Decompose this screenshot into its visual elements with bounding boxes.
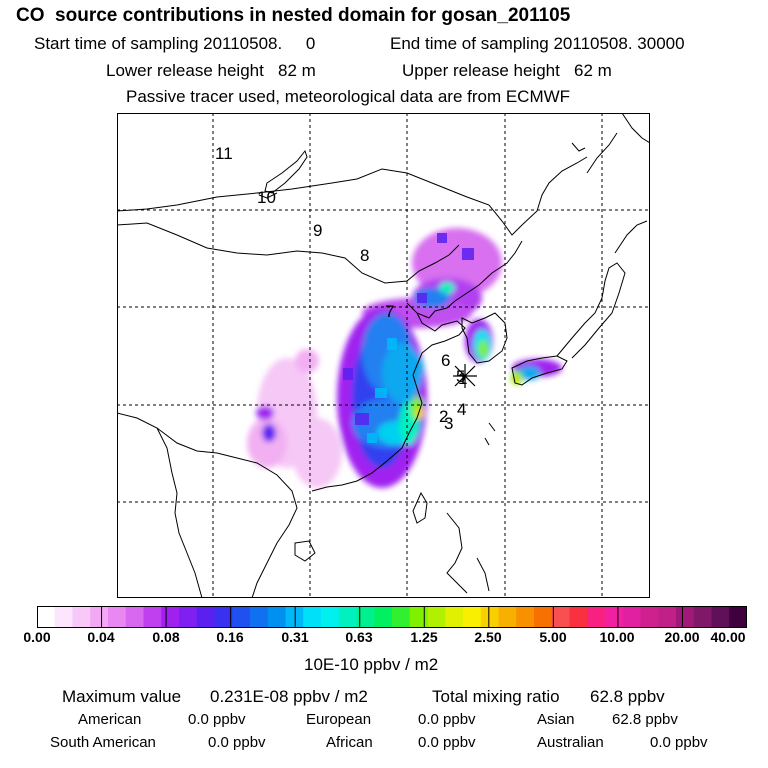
colorbar-tick-label: 5.00 bbox=[539, 629, 567, 645]
colorbar-cell bbox=[605, 606, 624, 628]
colorbar-tick-label: 0.16 bbox=[216, 629, 244, 645]
trajectory-label: 5 bbox=[456, 367, 465, 386]
start-time-label: Start time of sampling 20110508. 0 bbox=[34, 34, 316, 53]
colorbar-cell bbox=[285, 606, 304, 628]
colorbar-cell bbox=[161, 606, 180, 628]
colorbar-cell bbox=[640, 606, 659, 628]
colorbar-cell bbox=[303, 606, 322, 628]
colorbar-tick-label: 20.00 bbox=[664, 629, 700, 645]
colorbar-cell bbox=[569, 606, 588, 628]
region-value-european: 0.0 ppbv bbox=[418, 711, 476, 728]
region-value-asian: 62.8 ppbv bbox=[612, 711, 678, 728]
map-title: CO source contributions in nested domain… bbox=[16, 5, 571, 26]
end-time-label: End time of sampling 20110508. 30000 bbox=[390, 34, 685, 53]
colorbar-tick-label: 2.50 bbox=[474, 629, 502, 645]
max-value-label: Maximum value bbox=[62, 687, 182, 706]
colorbar-cell bbox=[356, 606, 375, 628]
colorbar-cell bbox=[72, 606, 91, 628]
region-name-african: African bbox=[326, 734, 373, 751]
colorbar-tick-label: 0.31 bbox=[281, 629, 309, 645]
colorbar-cell bbox=[693, 606, 712, 628]
region-name-australian: Australian bbox=[537, 734, 604, 751]
colorbar-cell bbox=[516, 606, 535, 628]
colorbar-cell bbox=[143, 606, 162, 628]
trajectory-label: 4 bbox=[457, 400, 466, 419]
colorbar-cell bbox=[214, 606, 233, 628]
colorbar-cell bbox=[374, 606, 393, 628]
region-name-american: American bbox=[78, 711, 142, 728]
colorbar-tick-label: 0.04 bbox=[87, 629, 115, 645]
region-name-asian: Asian bbox=[537, 711, 575, 728]
region-value-australian: 0.0 ppbv bbox=[650, 734, 708, 751]
colorbar-cell bbox=[427, 606, 446, 628]
colorbar-tick-label: 0.00 bbox=[23, 629, 51, 645]
concentration-field bbox=[247, 228, 562, 488]
colorbar-cell bbox=[534, 606, 553, 628]
colorbar-cell bbox=[179, 606, 198, 628]
upper-release-height-label: Upper release height 62 m bbox=[402, 61, 612, 80]
colorbar-cell bbox=[108, 606, 127, 628]
colorbar-unit-label: 10E-10 ppbv / m2 bbox=[304, 655, 439, 674]
colorbar-cell bbox=[338, 606, 357, 628]
colorbar-cell bbox=[196, 606, 215, 628]
trajectory-label: 2 bbox=[439, 407, 448, 426]
colorbar-cell bbox=[125, 606, 144, 628]
tracer-note: Passive tracer used, meteorological data… bbox=[126, 87, 571, 106]
colorbar-tick-label: 0.63 bbox=[345, 629, 373, 645]
region-name-south-american: South American bbox=[50, 734, 156, 751]
colorbar-cell bbox=[321, 606, 340, 628]
trajectory-label: 10 bbox=[257, 188, 276, 207]
colorbar-cell bbox=[587, 606, 606, 628]
colorbar-cell bbox=[54, 606, 73, 628]
colorbar-tick-label: 40.00 bbox=[710, 629, 746, 645]
colorbar-cell bbox=[498, 606, 517, 628]
lower-release-height-label: Lower release height 82 m bbox=[106, 61, 316, 80]
trajectory-label: 6 bbox=[441, 351, 450, 370]
total-mixing-ratio-value: 62.8 ppbv bbox=[590, 687, 665, 706]
colorbar-cell bbox=[551, 606, 570, 628]
colorbar-cell bbox=[232, 606, 251, 628]
colorbar-cell bbox=[250, 606, 269, 628]
trajectory-label: 8 bbox=[360, 246, 369, 265]
colorbar-cell bbox=[480, 606, 499, 628]
colorbar-tick-label: 0.08 bbox=[152, 629, 180, 645]
colorbar-cell bbox=[676, 606, 695, 628]
trajectory-label: 1 bbox=[458, 369, 467, 388]
max-value: 0.231E-08 ppbv / m2 bbox=[210, 687, 368, 706]
colorbar-cell bbox=[711, 606, 730, 628]
colorbar-tick-label: 1.25 bbox=[410, 629, 438, 645]
trajectory-label: 9 bbox=[313, 221, 322, 240]
total-mixing-ratio-label: Total mixing ratio bbox=[432, 687, 560, 706]
coastlines bbox=[117, 113, 650, 598]
colorbar-cell bbox=[658, 606, 677, 628]
colorbar bbox=[37, 606, 747, 628]
colorbar-cell bbox=[409, 606, 428, 628]
trajectory-labels: 11 10 9 8 7 6 5 1 4 2 3 bbox=[215, 144, 467, 433]
map-panel: 11 10 9 8 7 6 5 1 4 2 3 bbox=[117, 113, 650, 598]
trajectory-label: 7 bbox=[385, 302, 394, 321]
grid-lines bbox=[117, 113, 650, 598]
region-value-african: 0.0 ppbv bbox=[418, 734, 476, 751]
colorbar-cell bbox=[463, 606, 482, 628]
region-value-american: 0.0 ppbv bbox=[188, 711, 246, 728]
region-name-european: European bbox=[306, 711, 372, 728]
region-value-south-american: 0.0 ppbv bbox=[208, 734, 266, 751]
colorbar-cell bbox=[392, 606, 411, 628]
trajectory-label: 11 bbox=[215, 144, 233, 163]
colorbar-tick-label: 10.00 bbox=[599, 629, 635, 645]
colorbar-cell bbox=[90, 606, 109, 628]
receptor-star bbox=[453, 364, 477, 388]
colorbar-cell bbox=[445, 606, 464, 628]
trajectory-label: 3 bbox=[444, 414, 453, 433]
colorbar-cell bbox=[622, 606, 641, 628]
colorbar-cell bbox=[37, 606, 56, 628]
colorbar-cell bbox=[729, 606, 747, 628]
colorbar-cell bbox=[267, 606, 286, 628]
